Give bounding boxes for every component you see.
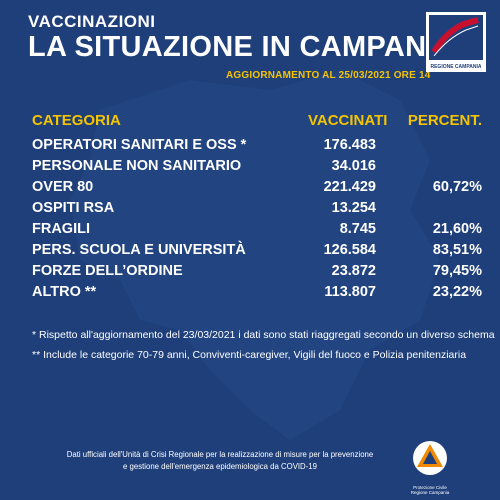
footer-line-2: e gestione dell'emergenza epidemiologica… — [123, 462, 317, 471]
header-percent: PERCENT. — [407, 112, 482, 129]
logo-caption: REGIONE CAMPANIA — [430, 64, 481, 70]
table-row: PERSONALE NON SANITARIO 34.016 — [32, 158, 482, 179]
kicker-label: VACCINAZIONI — [28, 12, 156, 31]
footer-line-1: Dati ufficiali dell'Unità di Crisi Regio… — [66, 450, 374, 459]
row-vaccinated: 221.429 — [323, 179, 376, 195]
protezione-civile-icon — [413, 441, 447, 475]
row-category: OSPITI RSA — [32, 200, 115, 216]
footnote-1: * Rispetto all'aggiornamento del 23/03/2… — [32, 329, 495, 341]
row-category: OPERATORI SANITARI E OSS * — [32, 137, 247, 153]
header-category: CATEGORIA — [32, 112, 121, 129]
footnote-2: ** Include le categorie 70-79 anni, Conv… — [32, 349, 467, 361]
table-row: FRAGILI 8.745 21,60% — [32, 221, 482, 242]
row-category: OVER 80 — [32, 179, 94, 195]
row-percent: 83,51% — [432, 242, 482, 258]
source-footer: Dati ufficiali dell'Unità di Crisi Regio… — [30, 449, 410, 473]
campania-map-silhouette — [70, 70, 440, 440]
row-percent: 60,72% — [432, 179, 482, 195]
update-timestamp: AGGIORNAMENTO AL 25/03/2021 ORE 14 — [226, 70, 431, 81]
table-row: OVER 80 221.429 60,72% — [32, 179, 482, 200]
row-category: FRAGILI — [32, 221, 90, 237]
row-vaccinated: 126.584 — [323, 242, 376, 258]
row-percent: 23,22% — [432, 284, 482, 300]
row-category: ALTRO ** — [32, 284, 97, 300]
table-row: OPERATORI SANITARI E OSS * 176.483 — [32, 137, 482, 158]
page-title: LA SITUAZIONE IN CAMPANIA — [28, 31, 456, 63]
footnotes: * Rispetto all'aggiornamento del 23/03/2… — [32, 325, 495, 365]
protezione-civile-logo: Protezione Civile Regione Campania — [410, 438, 450, 495]
regione-campania-logo: REGIONE CAMPANIA — [426, 12, 486, 72]
table-row: PERS. SCUOLA E UNIVERSITÀ 126.584 83,51% — [32, 242, 482, 263]
table-row: ALTRO ** 113.807 23,22% — [32, 284, 482, 305]
table-header-row: CATEGORIA VACCINATI PERCENT. — [32, 112, 482, 137]
row-percent: 21,60% — [432, 221, 482, 237]
row-category: PERS. SCUOLA E UNIVERSITÀ — [32, 242, 246, 258]
row-vaccinated: 113.807 — [324, 284, 376, 300]
protezione-civile-caption: Protezione Civile Regione Campania — [410, 485, 450, 495]
row-category: PERSONALE NON SANITARIO — [32, 158, 242, 174]
row-category: FORZE DELL’ORDINE — [32, 263, 183, 279]
row-percent: 79,45% — [432, 263, 482, 279]
row-vaccinated: 8.745 — [339, 221, 376, 237]
table-row: FORZE DELL’ORDINE 23.872 79,45% — [32, 263, 482, 284]
row-vaccinated: 34.016 — [331, 158, 376, 174]
row-vaccinated: 176.483 — [323, 137, 376, 153]
row-vaccinated: 23.872 — [331, 263, 376, 279]
vaccination-table: CATEGORIA VACCINATI PERCENT. OPERATORI S… — [32, 112, 482, 305]
table-row: OSPITI RSA 13.254 — [32, 200, 482, 221]
header-vaccinated: VACCINATI — [308, 112, 388, 129]
row-vaccinated: 13.254 — [331, 200, 376, 216]
